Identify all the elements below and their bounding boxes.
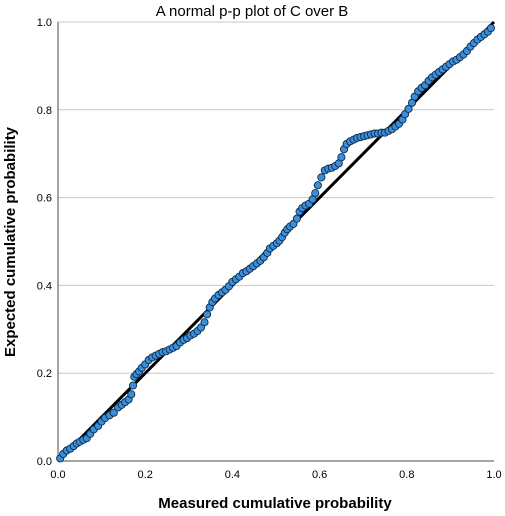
x-tick-label: 0.2 bbox=[138, 469, 153, 481]
data-point bbox=[311, 189, 320, 198]
gridlines bbox=[58, 21, 494, 374]
data-point bbox=[317, 173, 326, 182]
y-tick-label: 0.8 bbox=[37, 105, 52, 117]
data-points bbox=[56, 24, 495, 463]
data-point bbox=[203, 310, 212, 319]
y-tick-label: 0.0 bbox=[37, 456, 52, 468]
y-tick-label: 1.0 bbox=[37, 17, 52, 29]
data-point bbox=[128, 381, 138, 390]
data-point bbox=[313, 181, 322, 190]
data-point bbox=[109, 408, 118, 417]
chart-title: A normal p-p plot of C over B bbox=[156, 3, 349, 20]
x-tick-label: 1.0 bbox=[486, 469, 501, 481]
x-tick-label: 0.8 bbox=[399, 469, 414, 481]
x-tick-label: 0.4 bbox=[225, 469, 240, 481]
data-point bbox=[200, 318, 209, 327]
tick-labels: 0.0 0.2 0.4 0.6 0.8 1.0 0.0 0.2 0.4 0.6 0.8 1.0 bbox=[37, 17, 502, 481]
x-axis-label: Measured cumulative probability bbox=[158, 495, 392, 512]
data-point bbox=[337, 153, 346, 162]
y-tick-label: 0.4 bbox=[37, 280, 52, 292]
y-tick-label: 0.2 bbox=[37, 368, 52, 380]
x-tick-label: 0.0 bbox=[50, 469, 65, 481]
data-point bbox=[486, 24, 495, 33]
axes bbox=[57, 22, 494, 462]
y-axis-label: Expected cumulative probability bbox=[2, 126, 19, 357]
data-point bbox=[404, 104, 413, 113]
y-tick-label: 0.6 bbox=[37, 193, 52, 205]
data-point bbox=[127, 390, 136, 399]
data-point bbox=[292, 214, 301, 223]
x-tick-label: 0.6 bbox=[312, 469, 327, 481]
